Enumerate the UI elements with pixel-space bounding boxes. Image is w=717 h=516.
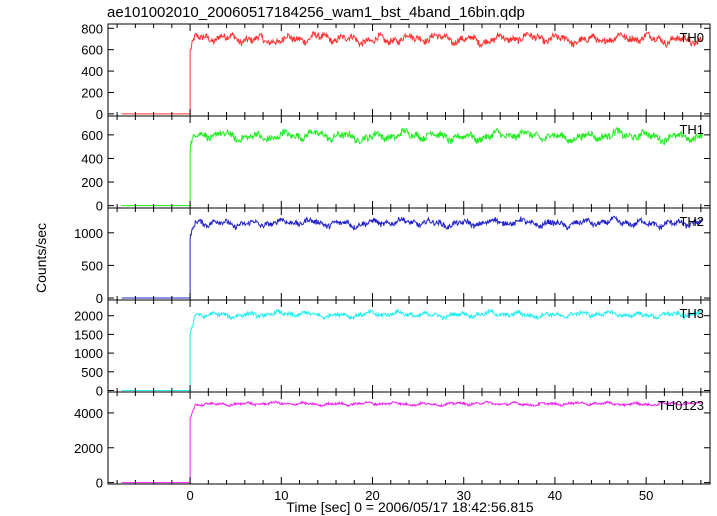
x-tick-label: 0 <box>186 488 193 503</box>
series-line-th3 <box>121 308 703 391</box>
x-tick-label: 30 <box>456 488 470 503</box>
y-tick-label: 400 <box>81 64 103 79</box>
panel-th3: 0 500 1000 1500 2000 TH3 <box>74 299 711 399</box>
y-tick-label: 200 <box>81 85 103 100</box>
x-tick-label: 50 <box>639 488 653 503</box>
x-axis-label: Time [sec] 0 = 2006/05/17 18:42:56.815 <box>286 499 534 515</box>
y-tick-label: 1000 <box>74 226 103 241</box>
y-tick-label: 500 <box>81 365 103 380</box>
series-label: TH0 <box>679 30 704 45</box>
y-tick-label: 0 <box>96 199 103 214</box>
series-label: TH2 <box>679 214 704 229</box>
y-tick-label: 200 <box>81 175 103 190</box>
series-line-th2 <box>121 215 703 299</box>
series-label: TH3 <box>679 306 704 321</box>
y-tick-label: 1500 <box>74 327 103 342</box>
y-tick-label: 800 <box>81 21 103 36</box>
y-tick-label: 500 <box>81 258 103 273</box>
series-line-th0 <box>121 31 703 115</box>
y-tick-label: 0 <box>96 476 103 491</box>
y-axis-label: Counts/sec <box>33 223 49 293</box>
panel-th0: 0 200 400 600 800 TH0 <box>81 21 711 122</box>
y-tick-label: 600 <box>81 128 103 143</box>
y-tick-label: 600 <box>81 43 103 58</box>
y-tick-label: 2000 <box>74 441 103 456</box>
panel-th2: 0 500 1000 TH2 <box>74 207 711 306</box>
y-tick-label: 2000 <box>74 309 103 324</box>
x-tick-label: 40 <box>548 488 562 503</box>
y-tick-label: 400 <box>81 151 103 166</box>
panel-th0123: 0 2000 4000 TH0123 <box>74 391 711 491</box>
series-line-th0123 <box>121 399 703 484</box>
y-tick-label: 0 <box>96 107 103 122</box>
y-tick-label: 0 <box>96 384 103 399</box>
y-tick-label: 1000 <box>74 346 103 361</box>
series-label: TH1 <box>679 122 704 137</box>
y-tick-label: 4000 <box>74 406 103 421</box>
panel-th1: 0 200 400 600 TH1 <box>81 115 711 214</box>
series-line-th1 <box>121 126 703 207</box>
y-tick-label: 0 <box>96 291 103 306</box>
series-label: TH0123 <box>658 398 704 413</box>
x-tick-label: 10 <box>274 488 288 503</box>
x-tick-label: 20 <box>365 488 379 503</box>
chart-title: ae101002010_20060517184256_wam1_bst_4ban… <box>107 4 525 21</box>
